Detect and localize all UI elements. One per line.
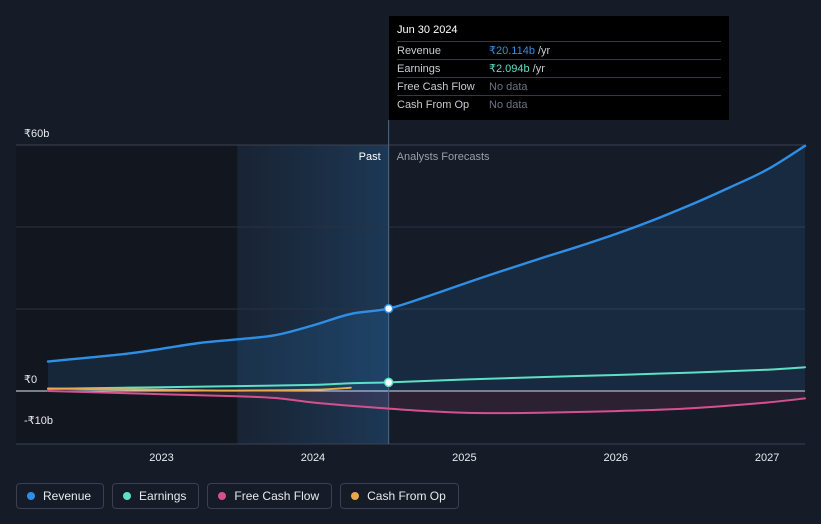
legend-item-free-cash-flow[interactable]: Free Cash Flow [207,483,333,509]
past-label: Past [359,151,381,163]
hover-tooltip: Jun 30 2024 Revenue ₹20.114b /yr Earning… [389,16,729,120]
tooltip-unit-earnings: /yr [532,63,545,75]
x-tick-label: 2024 [301,452,325,464]
tooltip-value-cash-from-op: No data [489,99,528,111]
series-line-cash-from-op [47,386,352,392]
series-line-revenue [46,144,807,363]
tooltip-row-free-cash-flow: Free Cash Flow No data [397,79,721,96]
x-tick-label: 2025 [452,452,476,464]
legend-dot-cash-from-op-icon [351,492,360,500]
x-tick-label: 2027 [755,452,779,464]
marker-revenue [383,303,394,314]
tooltip-row-revenue: Revenue ₹20.114b /yr [397,43,721,60]
tooltip-unit-revenue: /yr [537,45,551,57]
forecast-label: Analysts Forecasts [397,151,490,163]
legend-item-earnings[interactable]: Earnings [112,483,200,509]
tooltip-row-cash-from-op: Cash From Op No data [397,97,721,113]
tooltip-value-earnings: ₹2.094b [489,63,530,75]
legend-item-cash-from-op[interactable]: Cash From Op [340,483,459,509]
legend-dot-earnings-icon [123,492,132,500]
tooltip-label-cash-from-op: Cash From Op [397,99,470,111]
tooltip-label-revenue: Revenue [397,45,442,57]
tooltip-label-earnings: Earnings [397,63,441,75]
tooltip-value-revenue: ₹20.114b [489,45,535,57]
tooltip-row-earnings: Earnings ₹2.094b /yr [397,61,721,78]
x-tick-label: 2026 [604,452,628,464]
y-tick-label: ₹0 [24,374,37,386]
marker-earnings [383,377,394,388]
legend-label-cash-from-op: Cash From Op [367,489,446,503]
legend-item-revenue[interactable]: Revenue [16,483,105,509]
legend-label-free-cash-flow: Free Cash Flow [234,489,320,503]
tooltip-title: Jun 30 2024 [397,24,721,42]
chart-legend: Revenue Earnings Free Cash Flow Cash Fro… [16,483,459,509]
x-tick-label: 2023 [149,452,173,464]
past-region [237,145,389,444]
y-tick-label: -₹10b [24,415,53,427]
legend-label-earnings: Earnings [139,489,187,503]
revenue-area [48,145,805,391]
legend-label-revenue: Revenue [43,489,92,503]
y-tick-label: ₹60b [24,128,49,140]
tooltip-value-free-cash-flow: No data [489,81,528,93]
legend-dot-free-cash-flow-icon [218,492,227,500]
series-line-free-cash-flow [47,390,806,415]
legend-dot-revenue-icon [27,492,35,500]
free-cash-flow-area [48,391,805,414]
tooltip-label-free-cash-flow: Free Cash Flow [397,81,475,93]
pre-past-region [16,145,238,444]
